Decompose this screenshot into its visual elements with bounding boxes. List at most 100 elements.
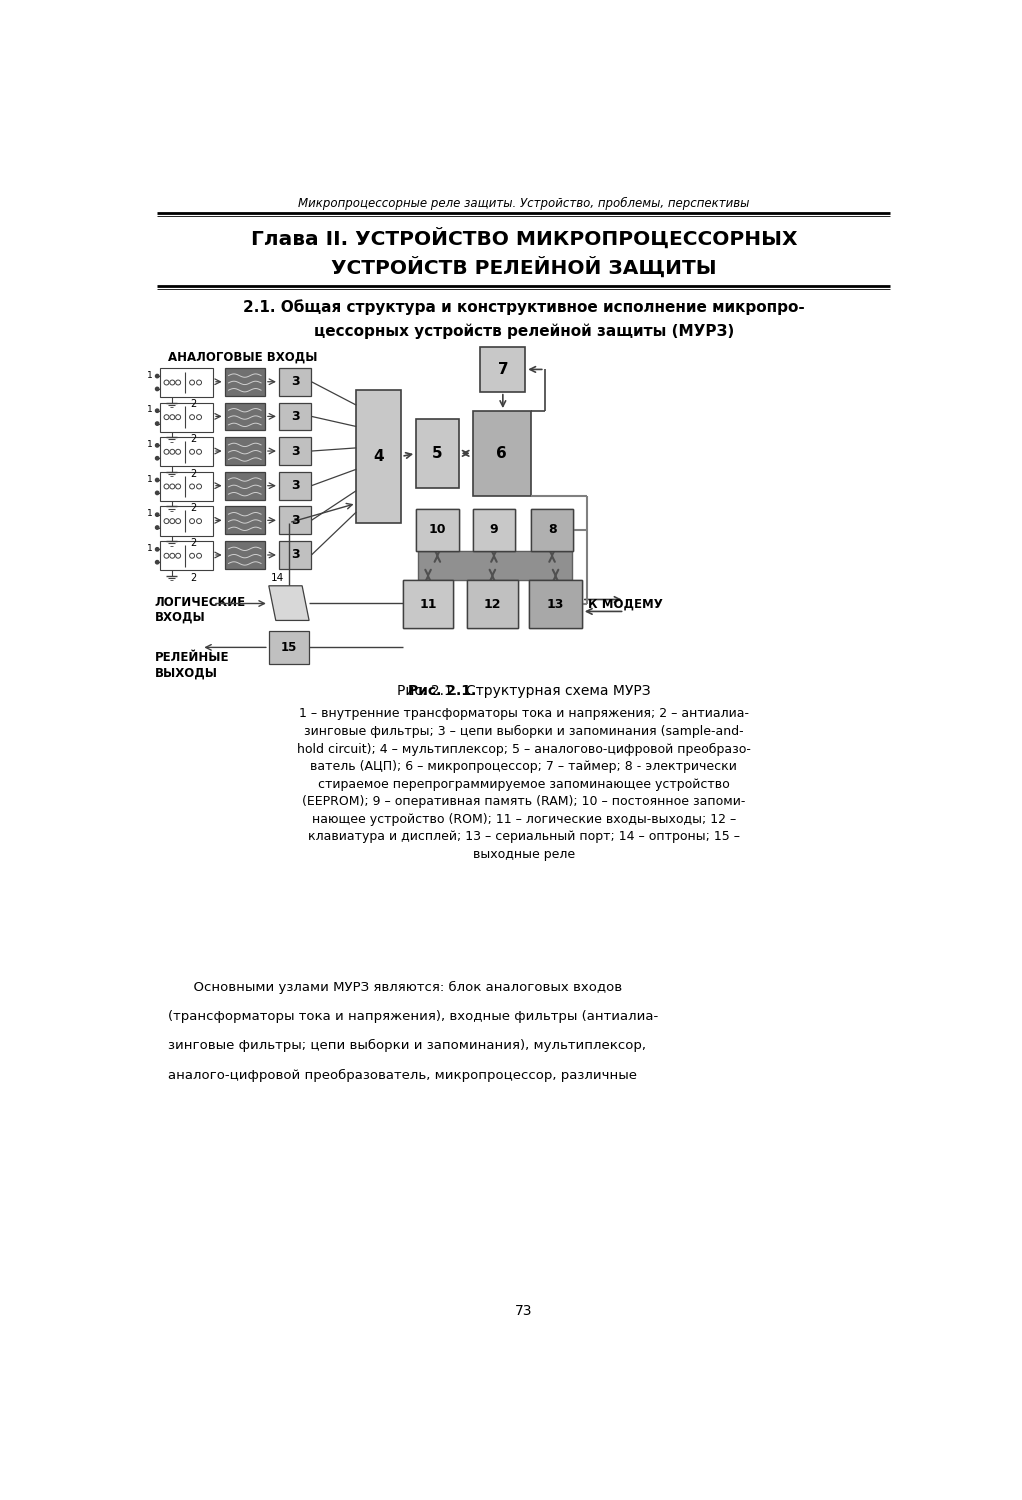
- Text: УСТРОЙСТВ РЕЛЕЙНОЙ ЗАЩИТЫ: УСТРОЙСТВ РЕЛЕЙНОЙ ЗАЩИТЫ: [331, 256, 716, 278]
- Bar: [480, 346, 525, 392]
- Text: 1: 1: [147, 370, 152, 380]
- Text: цессорных устройств релейной защиты (МУРЗ): цессорных устройств релейной защиты (МУР…: [314, 324, 734, 339]
- Text: 2.1. Общая структура и конструктивное исполнение микропро-: 2.1. Общая структура и конструктивное ис…: [243, 300, 804, 315]
- Circle shape: [155, 561, 158, 564]
- Bar: [472, 411, 530, 495]
- Circle shape: [155, 548, 158, 550]
- Text: (трансформаторы тока и напряжения), входные фильтры (антиалиа-: (трансформаторы тока и напряжения), вход…: [168, 1010, 658, 1023]
- Bar: [160, 436, 213, 466]
- Circle shape: [155, 456, 158, 460]
- Text: 3: 3: [291, 549, 299, 561]
- Bar: [225, 507, 265, 534]
- Bar: [416, 509, 459, 550]
- Bar: [529, 580, 582, 628]
- Bar: [530, 509, 573, 550]
- Bar: [403, 580, 453, 628]
- Circle shape: [155, 422, 158, 426]
- Text: 15: 15: [281, 640, 297, 654]
- Text: 2: 2: [190, 538, 196, 548]
- Text: АНАЛОГОВЫЕ ВХОДЫ: АНАЛОГОВЫЕ ВХОДЫ: [168, 351, 318, 363]
- Bar: [269, 632, 309, 663]
- Text: 7: 7: [498, 362, 508, 376]
- Text: Основными узлами МУРЗ являются: блок аналоговых входов: Основными узлами МУРЗ являются: блок ана…: [168, 981, 622, 994]
- Text: Рис. 2.1.  Структурная схема МУРЗ: Рис. 2.1. Структурная схема МУРЗ: [397, 684, 651, 699]
- Text: 3: 3: [291, 410, 299, 423]
- Bar: [160, 472, 213, 501]
- Text: 3: 3: [291, 444, 299, 458]
- Text: 9: 9: [490, 524, 499, 537]
- Text: 2: 2: [190, 573, 196, 582]
- Text: Микропроцессорные реле защиты. Устройство, проблемы, перспективы: Микропроцессорные реле защиты. Устройств…: [298, 196, 749, 210]
- Text: 2: 2: [190, 433, 196, 444]
- Text: 12: 12: [483, 598, 501, 610]
- Bar: [472, 509, 515, 550]
- Text: 11: 11: [419, 598, 436, 610]
- Polygon shape: [269, 586, 309, 621]
- Text: 1: 1: [147, 476, 152, 484]
- Circle shape: [155, 444, 158, 447]
- Text: 1: 1: [147, 405, 152, 414]
- Bar: [357, 390, 402, 522]
- Text: 5: 5: [432, 446, 443, 460]
- Bar: [467, 580, 517, 628]
- Text: РЕЛЕЙНЫЕ
ВЫХОДЫ: РЕЛЕЙНЫЕ ВЫХОДЫ: [155, 651, 229, 680]
- Text: 6: 6: [497, 446, 507, 460]
- Bar: [530, 509, 573, 550]
- Bar: [418, 550, 572, 580]
- Circle shape: [155, 526, 158, 530]
- Text: Рис. 2.1.: Рис. 2.1.: [408, 684, 476, 699]
- Text: Глава II. УСТРОЙСТВО МИКРОПРОЦЕССОРНЫХ: Глава II. УСТРОЙСТВО МИКРОПРОЦЕССОРНЫХ: [250, 228, 797, 249]
- Bar: [416, 509, 459, 550]
- Text: 8: 8: [548, 524, 556, 537]
- Bar: [279, 507, 312, 534]
- Bar: [225, 542, 265, 568]
- Circle shape: [155, 387, 158, 390]
- Bar: [279, 436, 312, 465]
- Bar: [225, 368, 265, 396]
- Text: 3: 3: [291, 514, 299, 526]
- Bar: [160, 542, 213, 570]
- Bar: [279, 542, 312, 568]
- Bar: [416, 419, 459, 488]
- Text: 2: 2: [190, 468, 196, 478]
- Text: 2: 2: [190, 399, 196, 410]
- Text: 11: 11: [419, 598, 436, 610]
- Text: 14: 14: [271, 573, 283, 584]
- Bar: [279, 472, 312, 500]
- Bar: [160, 402, 213, 432]
- Text: аналого-цифровой преобразователь, микропроцессор, различные: аналого-цифровой преобразователь, микроп…: [168, 1068, 637, 1082]
- Text: 1 – внутренние трансформаторы тока и напряжения; 2 – антиалиа-
зинговые фильтры;: 1 – внутренние трансформаторы тока и нап…: [296, 708, 751, 861]
- Bar: [279, 402, 312, 430]
- Text: ЛОГИЧЕСКИЕ
ВХОДЫ: ЛОГИЧЕСКИЕ ВХОДЫ: [155, 596, 246, 624]
- Text: 10: 10: [428, 524, 447, 537]
- Bar: [225, 402, 265, 430]
- Circle shape: [155, 478, 158, 482]
- Text: 10: 10: [428, 524, 447, 537]
- Text: 1: 1: [147, 544, 152, 554]
- Bar: [403, 580, 453, 628]
- Bar: [225, 436, 265, 465]
- Text: 4: 4: [373, 448, 384, 464]
- Text: 2: 2: [190, 504, 196, 513]
- Bar: [279, 368, 312, 396]
- Bar: [467, 580, 517, 628]
- Bar: [225, 472, 265, 500]
- Text: 13: 13: [547, 598, 564, 610]
- Circle shape: [155, 410, 158, 413]
- Bar: [160, 507, 213, 536]
- Text: 8: 8: [548, 524, 556, 537]
- Bar: [160, 368, 213, 398]
- Text: 9: 9: [490, 524, 499, 537]
- Circle shape: [155, 375, 158, 378]
- Text: 1: 1: [147, 440, 152, 448]
- Text: 3: 3: [291, 375, 299, 388]
- Text: К МОДЕМУ: К МОДЕМУ: [588, 598, 663, 610]
- Text: 73: 73: [515, 1304, 532, 1318]
- Text: 3: 3: [291, 478, 299, 492]
- Bar: [529, 580, 582, 628]
- Text: 12: 12: [483, 598, 501, 610]
- Circle shape: [155, 513, 158, 516]
- Bar: [472, 509, 515, 550]
- Circle shape: [155, 490, 158, 495]
- Text: зинговые фильтры; цепи выборки и запоминания), мультиплексор,: зинговые фильтры; цепи выборки и запомин…: [168, 1040, 646, 1053]
